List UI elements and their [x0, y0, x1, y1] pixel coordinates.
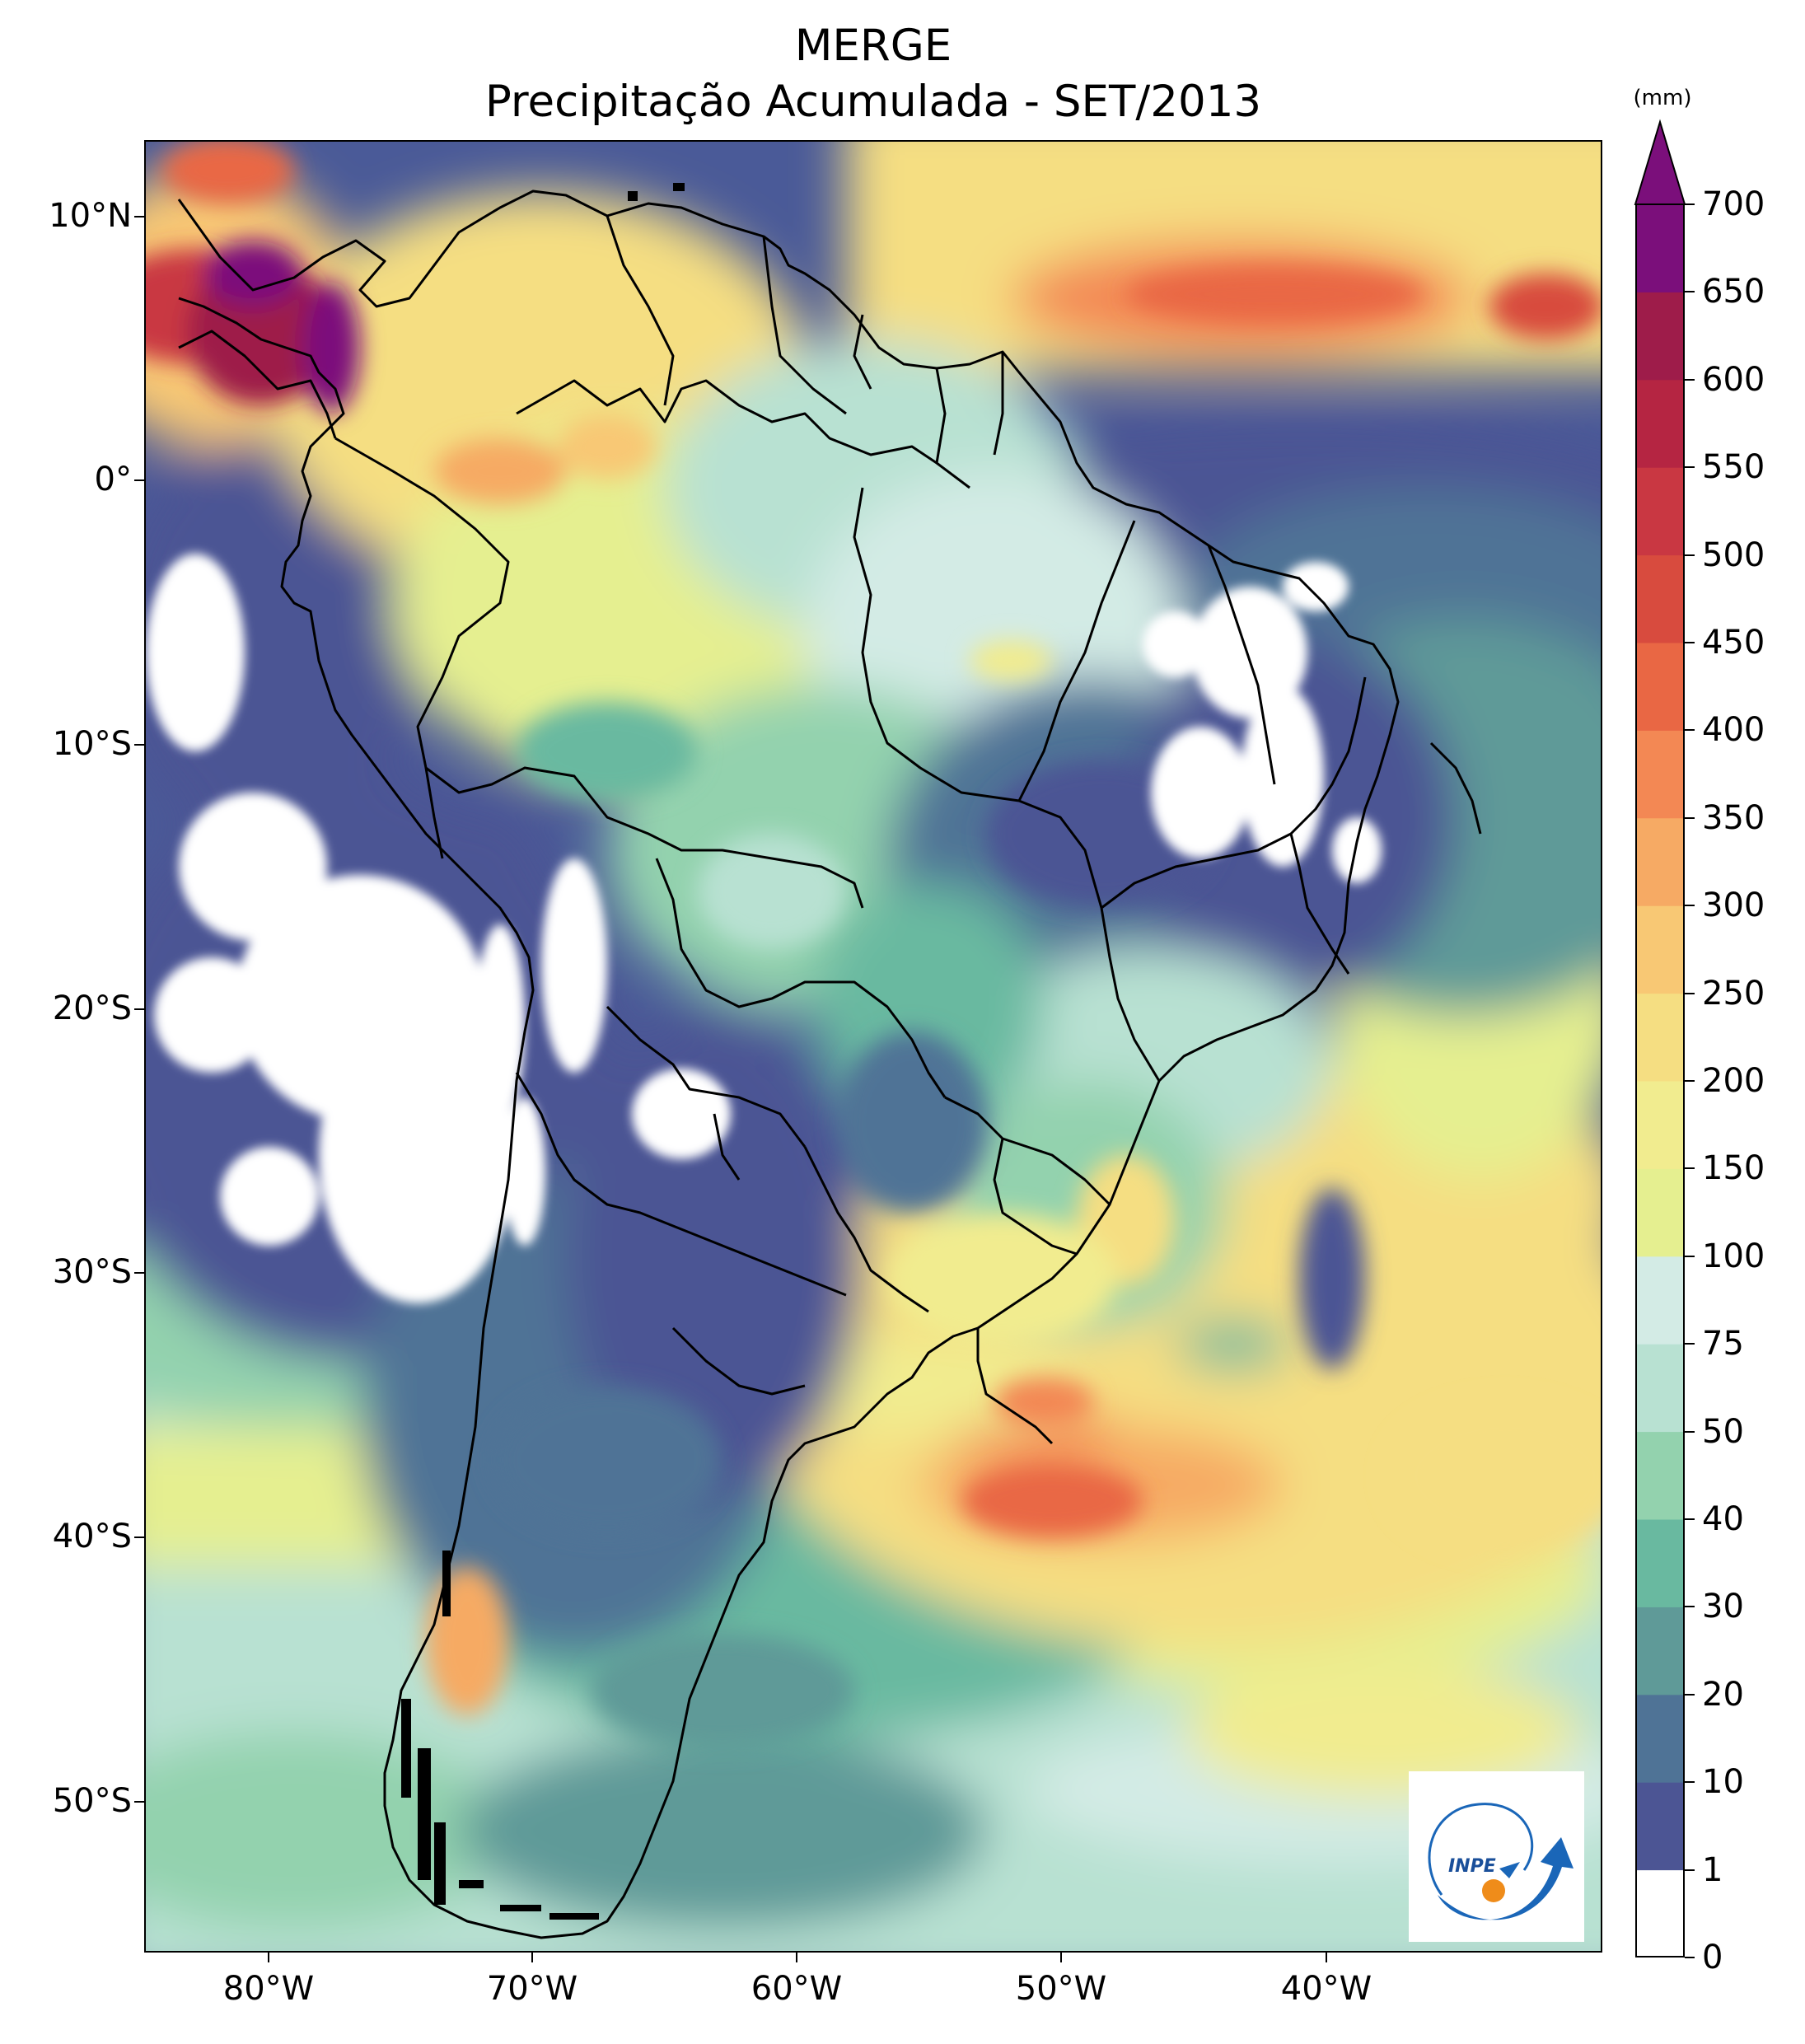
colorbar-label: 75: [1702, 1325, 1744, 1363]
colorbar-label: 300: [1702, 886, 1765, 925]
colorbar-block: [1635, 554, 1685, 643]
colorbar-block: [1635, 1607, 1685, 1696]
colorbar-tick: [1685, 992, 1695, 994]
colorbar-label: 50: [1702, 1412, 1744, 1451]
colorbar-label: 10: [1702, 1763, 1744, 1802]
colorbar-tick: [1685, 1167, 1695, 1170]
lon-tick-60w: 60°W: [751, 1970, 843, 2008]
colorbar-block: [1635, 1519, 1685, 1607]
colorbar-label: 700: [1702, 185, 1765, 223]
lat-tick-40s: 40°S: [52, 1518, 132, 1555]
lon-tick-50w: 50°W: [1015, 1970, 1107, 2008]
lon-tick-70w: 70°W: [486, 1970, 578, 2008]
colorbar-tick: [1685, 291, 1695, 293]
colorbar-tick: [1685, 203, 1695, 205]
colorbar-tick: [1685, 1869, 1695, 1871]
colorbar-label: 100: [1702, 1237, 1765, 1275]
colorbar-tick: [1685, 1957, 1695, 1958]
map-title: MERGE: [794, 21, 952, 71]
colorbar-tick: [1685, 1606, 1695, 1608]
colorbar-label: 20: [1702, 1675, 1744, 1714]
colorbar-block: [1635, 1782, 1685, 1871]
colorbar-block: [1635, 643, 1685, 731]
colorbar-block: [1635, 817, 1685, 906]
colorbar-label: 40: [1702, 1500, 1744, 1538]
precipitation-map: [144, 140, 1602, 1953]
colorbar-block: [1635, 905, 1685, 994]
colorbar-tick: [1685, 905, 1695, 907]
colorbar-tick: [1685, 466, 1695, 469]
colorbar-tick: [1685, 1781, 1695, 1784]
colorbar-tick: [1685, 1693, 1695, 1696]
colorbar-block: [1635, 993, 1685, 1082]
southern-islands: [401, 183, 685, 1920]
colorbar-outline: [1635, 203, 1685, 1957]
precip-field-detail: [146, 142, 1601, 1748]
colorbar-block: [1635, 467, 1685, 556]
colorbar-block: [1635, 292, 1685, 381]
colorbar-block: [1635, 204, 1685, 292]
colorbar-label: 450: [1702, 624, 1765, 662]
colorbar-tick: [1685, 642, 1695, 643]
colorbar-block: [1635, 1168, 1685, 1257]
lat-tick-20s: 20°S: [52, 989, 132, 1027]
colorbar-label: 500: [1702, 536, 1765, 574]
colorbar-tick: [1685, 1255, 1695, 1257]
lon-tick-80w: 80°W: [222, 1970, 315, 2008]
colorbar-tick: [1685, 1343, 1695, 1345]
colorbar-label: 350: [1702, 798, 1765, 837]
map-canvas: [146, 142, 1601, 1951]
dry-areas: [146, 554, 1382, 1303]
colorbar-label: 200: [1702, 1062, 1765, 1100]
colorbar-unit: (mm): [1633, 86, 1692, 110]
map-subtitle: Precipitação Acumulada - SET/2013: [484, 77, 1262, 127]
colorbar-tick: [1685, 729, 1695, 732]
colorbar-tick: [1685, 1430, 1695, 1433]
inpe-logo-text: INPE: [1448, 1856, 1496, 1877]
colorbar-block: [1635, 1694, 1685, 1783]
lat-tick-10s: 10°S: [52, 725, 132, 763]
colorbar-block: [1635, 379, 1685, 468]
colorbar-label: 550: [1702, 448, 1765, 487]
colorbar: [1634, 119, 1686, 1958]
lat-tick-50s: 50°S: [52, 1782, 132, 1820]
colorbar-block: [1635, 1256, 1685, 1345]
colorbar-tick: [1685, 1080, 1695, 1082]
colorbar-tick: [1685, 554, 1695, 556]
lon-tick-40w: 40°W: [1280, 1970, 1372, 2008]
lat-tick-30s: 30°S: [52, 1253, 132, 1291]
colorbar-block: [1635, 1344, 1685, 1433]
colorbar-label: 1: [1702, 1850, 1723, 1889]
colorbar-label: 30: [1702, 1588, 1744, 1626]
colorbar-label: 250: [1702, 974, 1765, 1013]
inpe-logo: INPE: [1409, 1771, 1584, 1942]
colorbar-label: 150: [1702, 1149, 1765, 1188]
lat-tick-0: 0°: [94, 461, 132, 498]
colorbar-extend-triangle: [1634, 119, 1686, 205]
colorbar-tick: [1685, 1518, 1695, 1520]
colorbar-label: 400: [1702, 711, 1765, 750]
lat-tick-10n: 10°N: [49, 197, 132, 235]
colorbar-block: [1635, 1431, 1685, 1520]
colorbar-block: [1635, 1869, 1685, 1958]
colorbar-label: 0: [1702, 1939, 1723, 1976]
colorbar-block: [1635, 730, 1685, 819]
colorbar-label: 650: [1702, 273, 1765, 311]
coastlines-borders: [177, 189, 1482, 1939]
inpe-logo-icon: INPE: [1428, 1803, 1574, 1920]
colorbar-block: [1635, 1081, 1685, 1169]
colorbar-tick: [1685, 378, 1695, 381]
colorbar-label: 600: [1702, 360, 1765, 399]
colorbar-tick: [1685, 816, 1695, 819]
